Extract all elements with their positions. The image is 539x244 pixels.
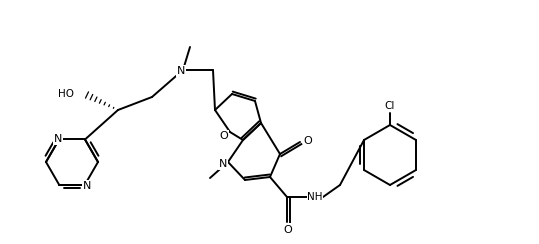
Text: HO: HO <box>58 89 74 99</box>
Text: N: N <box>54 134 62 144</box>
Text: O: O <box>284 225 292 235</box>
Text: NH: NH <box>307 192 323 202</box>
Text: N: N <box>83 181 91 191</box>
Text: O: O <box>303 136 313 146</box>
Text: Cl: Cl <box>385 101 395 111</box>
Text: N: N <box>219 159 227 169</box>
Text: N: N <box>177 66 185 76</box>
Text: O: O <box>219 131 229 141</box>
